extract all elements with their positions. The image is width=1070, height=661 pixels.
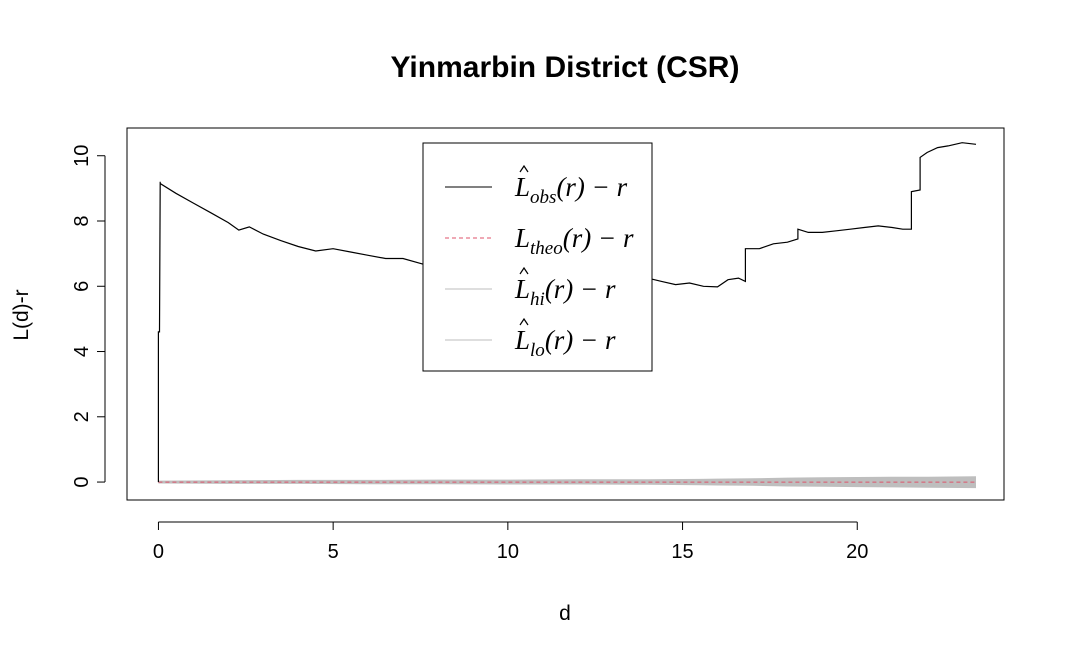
legend-label-theo: Ltheo(r) − r <box>514 223 634 259</box>
plot-frame <box>126 127 1005 501</box>
y-tick-label: 2 <box>71 411 93 422</box>
legend-hat-lo <box>519 317 529 326</box>
x-tick-label: 20 <box>846 541 868 563</box>
legend-hat-obs <box>519 164 529 173</box>
y-axis-label: L(d)-r <box>10 289 33 340</box>
y-tick-label: 4 <box>71 346 93 357</box>
x-axis: 0 5 10 15 20 <box>153 521 868 563</box>
y-tick-label: 0 <box>71 477 93 488</box>
x-axis-label: d <box>559 602 571 625</box>
legend-box <box>422 142 653 372</box>
chart-title: Yinmarbin District (CSR) <box>391 51 740 84</box>
y-tick-label: 8 <box>71 215 93 226</box>
x-tick-label: 10 <box>497 541 519 563</box>
series-line-hi <box>158 476 977 482</box>
legend: Lobs(r) − r Ltheo(r) − r Lhi(r) − r Llo(r) … <box>422 142 653 372</box>
x-tick-label: 15 <box>671 541 693 563</box>
legend-label-lo: Llo(r) − r <box>514 325 616 361</box>
series-line-lo <box>158 482 977 489</box>
legend-hat-hi <box>519 266 529 275</box>
legend-label-hi: Lhi(r) − r <box>514 274 616 310</box>
x-tick-label: 5 <box>328 541 339 563</box>
x-tick-label: 0 <box>153 541 164 563</box>
y-tick-label: 6 <box>71 281 93 292</box>
legend-label-obs: Lobs(r) − r <box>514 172 628 208</box>
y-tick-label: 10 <box>71 145 93 167</box>
y-axis: 0 2 4 6 8 10 <box>71 145 106 488</box>
